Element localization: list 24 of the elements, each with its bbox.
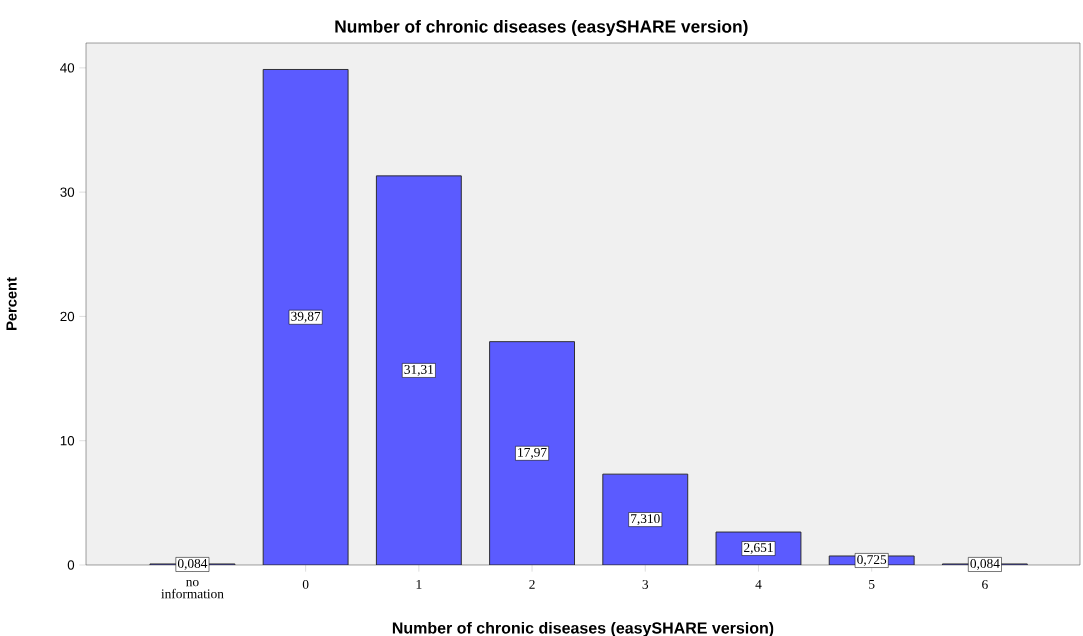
x-axis-title: Number of chronic diseases (easySHARE version): [392, 621, 774, 636]
x-tick-label: 2: [529, 579, 535, 589]
x-tick-label: 1: [416, 579, 422, 589]
data-label: 31,31: [404, 364, 434, 376]
y-tick-label: 10: [60, 435, 75, 446]
x-tick-label: no information: [161, 579, 224, 599]
x-tick-label: 6: [982, 579, 988, 589]
y-axis-title: Percent: [6, 277, 17, 330]
x-tick-label: 5: [869, 579, 875, 589]
x-tick-label: 4: [755, 579, 762, 589]
y-tick-label: 40: [60, 63, 75, 73]
y-tick-label: 0: [67, 560, 75, 570]
chart-title: Number of chronic diseases (easySHARE version): [335, 19, 748, 37]
data-label: 0,725: [857, 555, 887, 566]
data-label: 0,084: [177, 559, 208, 570]
y-tick-label: 30: [60, 187, 75, 197]
data-label: 7,310: [631, 514, 660, 526]
data-label: 0,084: [970, 559, 1000, 570]
y-tick-label: 20: [60, 311, 75, 322]
data-label: 17,97: [518, 447, 547, 459]
x-tick-label: 0: [302, 579, 309, 589]
x-tick-label: 3: [642, 579, 649, 589]
data-label: 2,651: [744, 543, 773, 554]
data-label: 39,87: [291, 311, 321, 323]
